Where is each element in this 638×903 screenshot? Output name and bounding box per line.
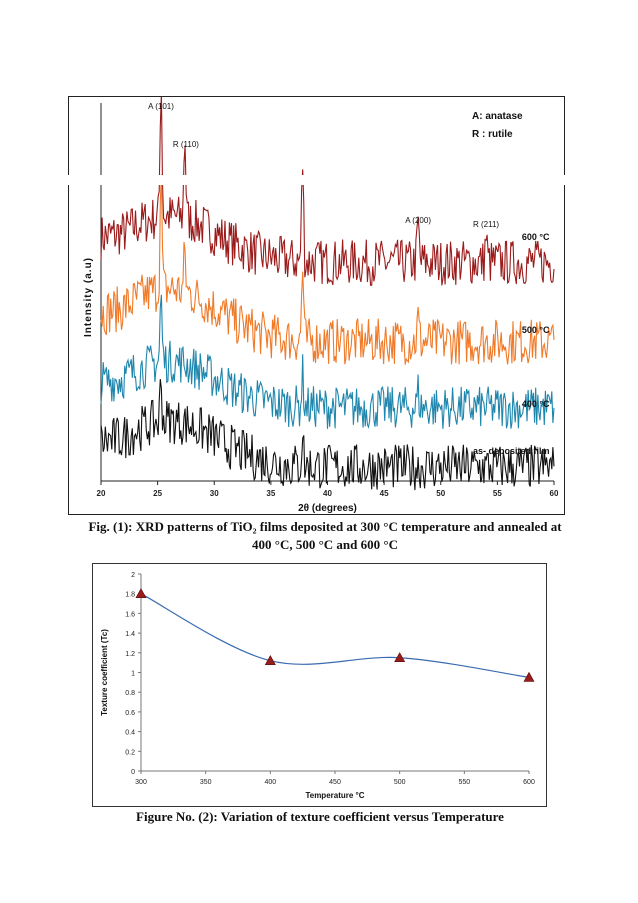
tc-x-tick-label: 600 bbox=[523, 779, 535, 786]
tc-data-point bbox=[264, 655, 276, 665]
tc-x-tick-label: 400 bbox=[264, 779, 276, 786]
legend-rutile: R : rutile bbox=[472, 129, 513, 140]
series-line-3 bbox=[100, 379, 555, 491]
tc-y-tick-label: 1.8 bbox=[125, 592, 135, 599]
tc-y-tick-label: 1.6 bbox=[125, 611, 135, 618]
tc-trend-line bbox=[140, 593, 530, 679]
tc-x-axis-title: Temperature °C bbox=[305, 791, 364, 800]
tc-x-tick-label: 450 bbox=[329, 779, 341, 786]
series-label: 500 °C bbox=[522, 325, 550, 335]
figure1-caption-line1: Fig. (1): XRD patterns of TiO₂ films dep… bbox=[88, 519, 562, 534]
tc-y-tick-label: 0.4 bbox=[125, 730, 135, 737]
y-axis-title: Intensity (a.u) bbox=[83, 257, 94, 337]
figure1-caption-line2: 400 °C, 500 °C and 600 °C bbox=[252, 537, 398, 552]
x-tick-label: 35 bbox=[266, 489, 275, 498]
tc-data-point bbox=[523, 671, 535, 682]
texture-figure-frame: 0 0.2 0.4 0.6 0.8 1 1.2 1.4 1.6 1.8 2 300 350 400 450 5… bbox=[92, 563, 547, 807]
series-label: as- deposited film bbox=[473, 446, 550, 456]
tc-x-tick-label: 300 bbox=[135, 779, 147, 786]
tc-y-tick-label: 0.2 bbox=[125, 749, 135, 756]
peak-label: A (101) bbox=[148, 102, 174, 111]
legend-anatase: A: anatase bbox=[472, 111, 523, 122]
xrd-chart: 20 25 30 35 40 45 50 55 60 2θ (degrees) Intensity … bbox=[83, 97, 559, 514]
x-tick-label: 50 bbox=[436, 489, 445, 498]
peak-label: A (200) bbox=[405, 216, 431, 225]
series-line-0 bbox=[100, 97, 555, 286]
tc-data-point bbox=[135, 588, 147, 599]
x-tick-label: 25 bbox=[153, 489, 162, 498]
x-tick-label: 55 bbox=[493, 489, 502, 498]
x-tick-label: 45 bbox=[380, 489, 389, 498]
peak-label: R (211) bbox=[473, 220, 499, 229]
x-tick-label: 40 bbox=[323, 489, 332, 498]
tc-x-tick-label: 500 bbox=[394, 779, 406, 786]
image-break-band bbox=[0, 175, 638, 185]
x-tick-label: 60 bbox=[550, 489, 559, 498]
tc-data-point bbox=[394, 652, 406, 663]
tc-y-tick-label: 2 bbox=[131, 572, 135, 579]
figure2-caption: Figure No. (2): Variation of texture coe… bbox=[136, 809, 504, 824]
series-line-1 bbox=[100, 174, 555, 365]
tc-y-tick-label: 0.8 bbox=[125, 690, 135, 697]
x-tick-label: 20 bbox=[97, 489, 106, 498]
tc-y-tick-label: 1.4 bbox=[125, 631, 135, 638]
xrd-figure-frame: 20 25 30 35 40 45 50 55 60 2θ (degrees) Intensity … bbox=[68, 96, 565, 515]
tc-y-axis-title: Texture coefficient (Tc) bbox=[100, 629, 109, 716]
x-tick-label: 30 bbox=[210, 489, 219, 498]
tc-y-tick-label: 0 bbox=[131, 769, 135, 776]
tc-y-tick-label: 0.6 bbox=[125, 710, 135, 717]
tc-x-tick-label: 550 bbox=[458, 779, 470, 786]
series-label: 400 °C bbox=[522, 399, 550, 409]
tc-y-tick-label: 1.2 bbox=[125, 651, 135, 658]
tc-x-tick-label: 350 bbox=[200, 779, 212, 786]
x-axis-title: 2θ (degrees) bbox=[298, 503, 357, 514]
series-label: 600 °C bbox=[522, 232, 550, 242]
peak-label: R (110) bbox=[173, 140, 199, 149]
texture-chart: 0 0.2 0.4 0.6 0.8 1 1.2 1.4 1.6 1.8 2 300 350 400 450 5… bbox=[100, 572, 535, 800]
tc-y-tick-label: 1 bbox=[131, 671, 135, 678]
series-line-2 bbox=[100, 294, 555, 429]
